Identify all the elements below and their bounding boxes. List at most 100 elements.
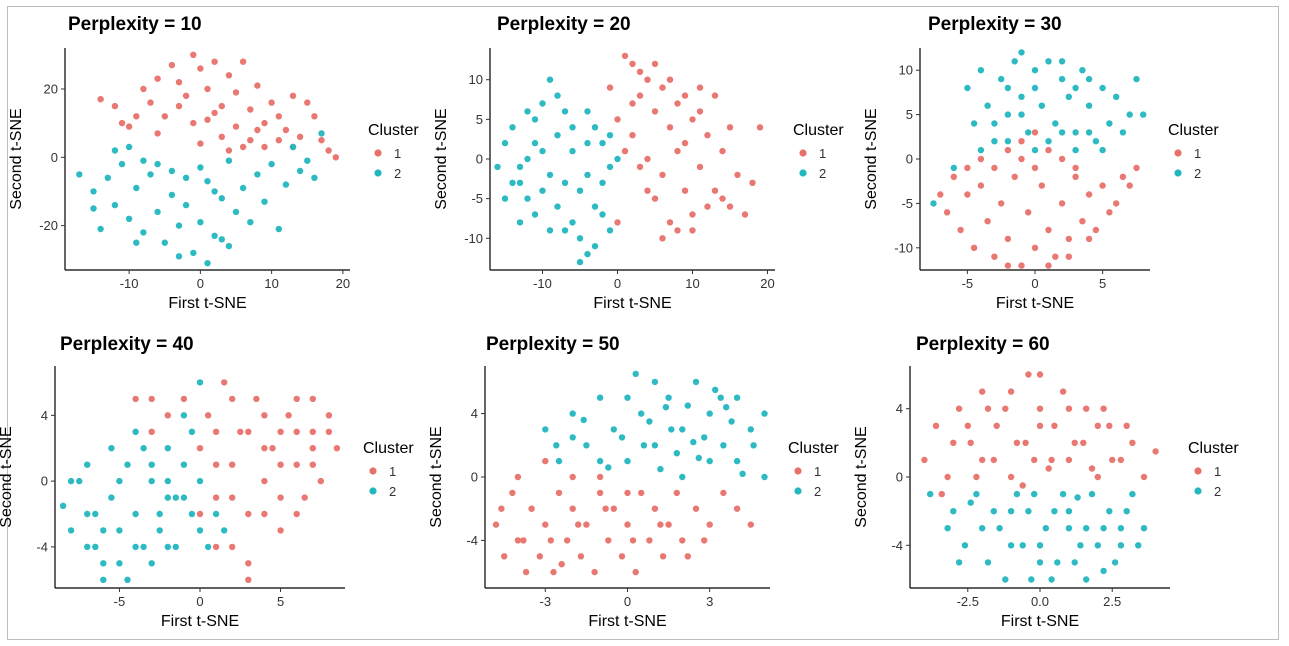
- point-cluster-2: [1072, 146, 1079, 154]
- point-cluster-1: [614, 219, 621, 226]
- point-cluster-1: [569, 473, 576, 481]
- x-tick-label: 0: [1031, 276, 1038, 291]
- point-cluster-1: [606, 84, 614, 91]
- point-cluster-2: [275, 225, 282, 233]
- point-cluster-1: [674, 100, 681, 107]
- point-cluster-2: [124, 576, 131, 583]
- point-cluster-1: [684, 553, 691, 560]
- y-axis-title: Second t-SNE: [853, 426, 870, 527]
- point-cluster-2: [539, 100, 546, 107]
- point-cluster-1: [225, 147, 233, 154]
- point-cluster-1: [1071, 439, 1078, 446]
- point-cluster-1: [1119, 173, 1127, 180]
- point-cluster-1: [614, 116, 621, 123]
- point-cluster-2: [261, 198, 268, 205]
- point-cluster-1: [245, 560, 252, 567]
- point-cluster-1: [196, 445, 204, 452]
- point-cluster-2: [221, 527, 228, 534]
- point-cluster-2: [168, 167, 176, 175]
- point-cluster-1: [1004, 235, 1012, 243]
- legend-title: Cluster: [793, 122, 844, 139]
- point-cluster-2: [979, 525, 986, 532]
- point-cluster-1: [950, 439, 957, 446]
- point-cluster-1: [239, 58, 247, 65]
- point-cluster-1: [1031, 244, 1039, 251]
- point-cluster-1: [1072, 164, 1079, 172]
- point-cluster-1: [1045, 262, 1052, 269]
- point-cluster-2: [964, 84, 971, 92]
- point-cluster-2: [967, 499, 974, 506]
- point-cluster-2: [561, 108, 569, 115]
- point-cluster-1: [636, 68, 644, 76]
- point-cluster-2: [1117, 542, 1125, 549]
- x-axis-title: First t-SNE: [996, 295, 1074, 312]
- x-axis-title: First t-SNE: [161, 613, 239, 630]
- y-tick-label: -10: [464, 231, 483, 246]
- point-cluster-1: [1099, 182, 1106, 189]
- point-cluster-2: [140, 543, 147, 551]
- point-cluster-2: [172, 543, 179, 551]
- point-cluster-2: [996, 525, 1003, 532]
- point-cluster-2: [930, 200, 937, 207]
- point-cluster-2: [640, 442, 648, 449]
- point-cluster-2: [175, 253, 183, 260]
- point-cluster-1: [1106, 422, 1113, 429]
- point-cluster-1: [651, 60, 659, 68]
- point-cluster-2: [717, 394, 724, 401]
- point-cluster-1: [229, 395, 236, 403]
- point-cluster-2: [584, 250, 591, 258]
- point-cluster-2: [1085, 129, 1093, 136]
- point-cluster-1: [261, 477, 268, 485]
- panel-title: Perplexity = 20: [497, 14, 631, 35]
- point-cluster-1: [277, 461, 284, 468]
- point-cluster-2: [239, 184, 247, 192]
- point-cluster-2: [211, 188, 218, 195]
- point-cluster-1: [196, 510, 204, 518]
- panel-title: Perplexity = 50: [486, 334, 620, 355]
- point-cluster-2: [1135, 542, 1142, 549]
- point-cluster-1: [644, 155, 651, 163]
- point-cluster-1: [1058, 200, 1066, 207]
- legend-key-1: [369, 467, 377, 475]
- point-cluster-1: [711, 92, 719, 99]
- point-cluster-1: [275, 137, 282, 144]
- legend-title: Cluster: [1188, 440, 1239, 457]
- point-cluster-2: [546, 171, 554, 179]
- point-cluster-1: [993, 422, 1000, 429]
- point-cluster-1: [325, 147, 332, 154]
- point-cluster-2: [140, 157, 147, 164]
- point-cluster-1: [125, 123, 133, 130]
- point-cluster-2: [164, 445, 171, 452]
- point-cluster-2: [218, 236, 225, 243]
- y-axis-title: Second t-SNE: [428, 426, 445, 527]
- x-tick-label: -10: [120, 276, 139, 291]
- x-tick-label: 0: [624, 594, 631, 609]
- y-tick-label: -10: [894, 240, 913, 255]
- point-cluster-2: [524, 195, 531, 202]
- point-cluster-2: [148, 477, 155, 485]
- point-cluster-1: [629, 132, 636, 139]
- y-axis-title: Second t-SNE: [0, 426, 15, 527]
- point-cluster-1: [644, 76, 651, 83]
- point-cluster-1: [1048, 456, 1055, 464]
- point-cluster-2: [546, 227, 554, 234]
- point-cluster-2: [1065, 508, 1073, 515]
- point-cluster-1: [1004, 146, 1012, 154]
- y-tick-label: -20: [39, 218, 58, 233]
- point-cluster-1: [964, 164, 971, 172]
- point-cluster-1: [1140, 473, 1148, 481]
- point-cluster-2: [1018, 93, 1025, 101]
- point-cluster-2: [673, 450, 680, 457]
- panel-4: Perplexity = 40 -5 0 5 -4 0 4 First t-SNE Second…: [0, 334, 414, 630]
- y-tick-label: 4: [471, 406, 478, 421]
- point-cluster-2: [739, 470, 746, 477]
- panel-1: Perplexity = 10 -10 0 10 20 -20 0 20 First t-SNE…: [8, 14, 419, 312]
- point-cluster-2: [132, 510, 139, 518]
- y-tick-label: 5: [906, 107, 913, 122]
- point-cluster-1: [651, 505, 659, 512]
- point-cluster-2: [311, 174, 318, 181]
- point-cluster-1: [325, 412, 333, 419]
- point-cluster-2: [944, 525, 951, 532]
- point-cluster-2: [1100, 525, 1107, 532]
- point-cluster-1: [1126, 182, 1133, 189]
